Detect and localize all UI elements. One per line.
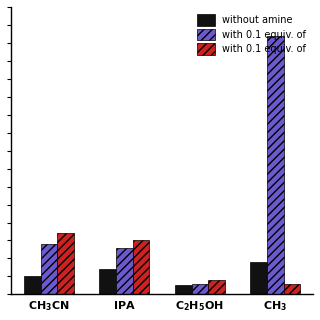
Bar: [41, 244, 57, 294]
Bar: [251, 262, 267, 294]
Bar: [133, 241, 149, 294]
Bar: [116, 248, 133, 294]
Bar: [208, 280, 225, 294]
Bar: [267, 36, 284, 294]
Bar: [100, 269, 116, 294]
Bar: [175, 285, 192, 294]
Bar: [284, 284, 300, 294]
Legend: without amine, with 0.1 equiv. of, with 0.1 equiv. of: without amine, with 0.1 equiv. of, with …: [195, 12, 308, 57]
Bar: [57, 233, 74, 294]
Bar: [24, 276, 41, 294]
Bar: [192, 284, 208, 294]
